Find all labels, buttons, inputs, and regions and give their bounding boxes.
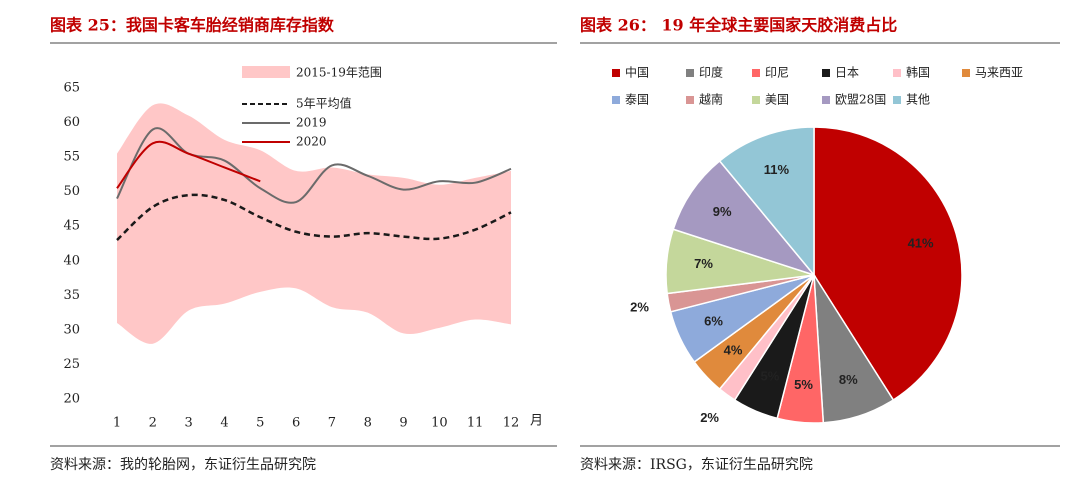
x-tick-label: 11 [467,416,484,431]
x-tick-label: 5 [256,416,264,431]
legend-swatch [893,69,901,77]
x-tick-label: 2 [149,416,157,431]
data-label: 7% [694,256,713,271]
pie-slice [718,126,815,278]
legend-label: 印度 [699,65,723,80]
y-tick-label: 50 [63,184,80,199]
x-unit: 月 [530,414,543,429]
data-label: 41% [908,235,934,250]
source: 资料来源：IRSG，东证衍生品研究院 [580,457,813,473]
legend-label: 韩国 [906,65,930,80]
y-tick-label: 65 [63,81,80,96]
legend-swatch [822,96,830,104]
y-tick-label: 20 [63,392,80,407]
data-label: 5% [761,368,780,383]
legend-label: 5年平均值 [296,96,352,111]
legend-label: 2019 [296,116,327,130]
x-tick-label: 9 [399,416,407,431]
legend-swatch [822,69,830,77]
legend-swatch [242,66,290,78]
x-tick-label: 4 [220,416,228,431]
y-tick-label: 60 [63,115,80,130]
data-label: 8% [839,372,858,387]
data-label: 6% [704,314,723,329]
legend-label: 中国 [625,65,649,80]
legend-label: 欧盟28国 [835,93,886,107]
y-tick-label: 55 [63,150,80,165]
x-tick-label: 7 [328,416,336,431]
y-tick-label: 40 [63,253,80,268]
x-tick-label: 3 [184,416,192,431]
data-label: 4% [724,342,743,357]
chart-title: 图表 25：我国卡客车胎经销商库存指数 [50,16,335,35]
x-tick-label: 10 [431,416,448,431]
legend-label: 其他 [906,93,930,107]
data-label: 2% [630,300,649,315]
pie-slice [813,126,963,401]
legend-swatch [612,69,620,77]
legend-label: 2020 [296,135,327,149]
chart-title: 图表 26： 19 年全球主要国家天胶消费占比 [580,16,897,35]
legend-label: 2015-19年范围 [296,66,382,80]
y-tick-label: 25 [63,357,80,372]
legend-label: 美国 [765,93,789,107]
data-label: 5% [794,377,813,392]
line [116,127,512,204]
legend-swatch [686,69,694,77]
legend-label: 马来西亚 [975,66,1023,80]
legend-label: 泰国 [625,93,649,107]
legend-swatch [752,96,760,104]
line [116,193,512,241]
data-label: 9% [713,204,732,219]
legend-label: 日本 [835,66,859,80]
y-tick-label: 45 [63,219,80,234]
legend-swatch [612,96,620,104]
legend-swatch [752,69,760,77]
x-tick-label: 8 [364,416,372,431]
source: 资料来源：我的轮胎网，东证衍生品研究院 [50,457,316,473]
data-label: 2% [700,410,719,425]
x-tick-label: 12 [503,416,520,431]
x-tick-label: 6 [292,416,300,431]
pie-slice [672,159,817,277]
legend-label: 越南 [699,92,723,107]
y-tick-label: 35 [63,288,80,303]
legend-label: 印尼 [765,66,789,80]
y-tick-label: 30 [63,322,80,337]
legend-swatch [686,96,694,104]
legend-swatch [893,96,901,104]
x-tick-label: 1 [113,416,121,431]
legend-swatch [962,69,970,77]
data-label: 11% [764,162,790,177]
line [116,140,261,189]
